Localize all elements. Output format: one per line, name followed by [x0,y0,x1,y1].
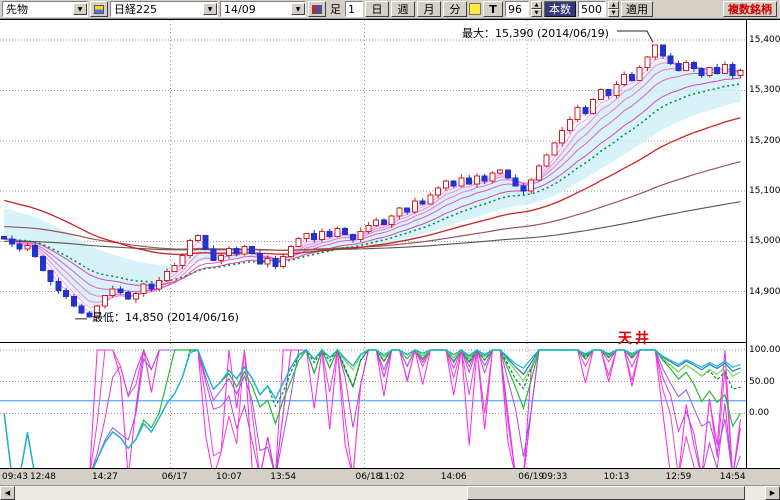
scroll-left-button[interactable]: ◀ [0,486,15,500]
spin-down-icon[interactable]: ▼ [531,9,542,17]
x-axis-label: 14:27 [91,472,118,482]
load-count-input[interactable]: 500 [578,1,606,17]
instrument-dropdown-value: 先物 [6,3,28,16]
main-chart-canvas[interactable] [0,20,746,342]
interval-button-week[interactable]: 週 [391,1,415,17]
x-axis-label: 12:48 [29,472,56,482]
chart-type-button[interactable] [308,1,326,17]
chart-area: 15,400 15,300 15,200 15,100 15,000 14,900 100.… [0,19,780,469]
x-axis-label: 06/19 [518,472,545,482]
x-axis-label: 09:33 [541,472,568,482]
scrollbar-thumb[interactable] [467,486,745,500]
contract-month-dropdown[interactable]: 14/09 ▼ [220,1,306,17]
x-axis-label: 10:13 [603,472,630,482]
y-axis-label: 0.00 [749,408,770,419]
y-axis-label: 100.00 [749,344,780,355]
x-axis-label: 14:06 [440,472,467,482]
scroll-right-button[interactable]: ▶ [765,486,780,500]
bar-chart-icon [312,4,322,14]
y-axis-label: 50.00 [749,376,775,387]
max-annotation: 最大：15,390 (2014/06/19) [462,27,609,40]
x-axis-label: 13:54 [270,472,297,482]
multi-symbol-button[interactable]: 複数銘柄 [723,1,777,17]
symbol-dropdown[interactable]: 日経225 ▼ [110,1,218,17]
sub-chart-canvas[interactable] [0,343,746,469]
ceiling-annotation: 天井 [618,331,652,347]
chevron-down-icon[interactable]: ▼ [291,3,305,15]
bars-count-input[interactable]: 96 [505,1,529,17]
chevron-down-icon[interactable]: ▼ [73,3,87,15]
contract-month-value: 14/09 [224,2,256,16]
scrollbar-track[interactable] [15,486,765,500]
spin-up-icon[interactable]: ▲ [531,1,542,9]
x-axis-label: 10:07 [215,472,242,482]
highlight-swatch[interactable] [469,3,481,15]
x-axis-label: 12:59 [665,472,692,482]
symbol-list-button[interactable] [90,1,108,17]
y-axis-label: 15,200 [749,135,780,146]
bar-type-label: 足 [330,3,341,16]
interval-value: 1 [348,2,355,16]
x-axis-label: 14:54 [719,472,746,482]
panel-divider [0,342,780,343]
spin-down-icon[interactable]: ▼ [608,9,619,17]
price-axis: 15,400 15,300 15,200 15,100 15,000 14,900 100.… [746,20,780,468]
time-axis: 09:43 12:48 14:27 06/17 10:07 13:54 06/18 11:02… [0,469,780,486]
toolbar: 先物 ▼ 日経225 ▼ 14/09 ▼ 足 1 日 週 月 分 T 96 ▲ … [0,0,780,19]
tick-button[interactable]: T [483,1,503,17]
y-axis-label: 15,000 [749,236,780,247]
instrument-dropdown[interactable]: 先物 ▼ [2,1,88,17]
interval-button-month[interactable]: 月 [417,1,441,17]
horizontal-scrollbar: ◀ ▶ [0,486,780,500]
load-count-value: 500 [581,2,602,16]
load-count-spinner[interactable]: ▲ ▼ [608,1,619,17]
min-annotation: 最低：14,850 (2014/06/16) [92,311,239,324]
interval-button-day[interactable]: 日 [365,1,389,17]
y-axis-label: 14,900 [749,286,780,297]
chevron-down-icon[interactable]: ▼ [203,3,217,15]
interval-button-minute[interactable]: 分 [443,1,467,17]
x-axis-label: 09:43 [2,472,28,482]
x-axis-label: 11:02 [378,472,405,482]
bars-button[interactable]: 本数 [544,1,576,17]
x-axis-label: 06/17 [161,472,188,482]
x-axis-label: 06/18 [355,472,382,482]
interval-input[interactable]: 1 [345,1,363,17]
bars-count-spinner[interactable]: ▲ ▼ [531,1,542,17]
spin-up-icon[interactable]: ▲ [608,1,619,9]
y-axis-label: 15,100 [749,186,780,197]
y-axis-label: 15,400 [749,35,780,46]
apply-button[interactable]: 適用 [621,1,653,17]
symbol-list-icon [94,4,104,14]
symbol-dropdown-value: 日経225 [114,3,157,16]
bars-count-value: 96 [508,2,522,16]
y-axis-label: 15,300 [749,85,780,96]
